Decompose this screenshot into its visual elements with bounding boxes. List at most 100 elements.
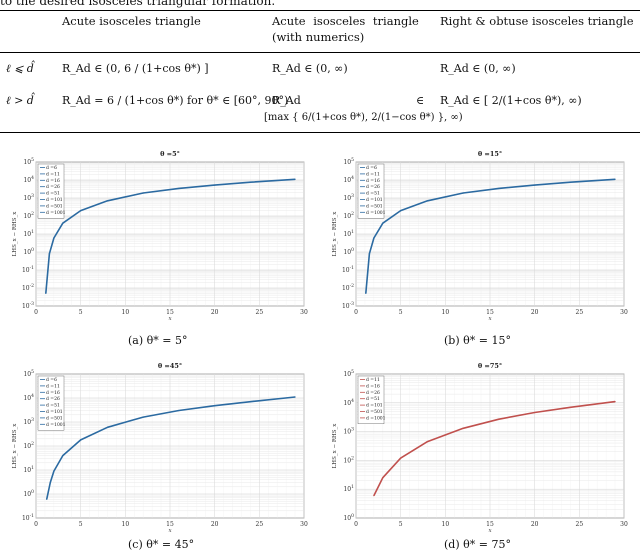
y-tick-label: 101 [23, 229, 34, 238]
y-tick-label: 103 [343, 427, 354, 436]
row2-condition: ℓ > d̂ [6, 94, 34, 107]
x-tick-label: 5 [399, 309, 403, 316]
x-tick-label: 15 [486, 309, 494, 316]
legend-entry: d =16 [46, 390, 60, 396]
y-axis-label: LHS_x − RHS_x [332, 423, 338, 469]
x-tick-label: 20 [211, 521, 219, 528]
legend-entry: d =26 [46, 396, 60, 402]
data-point [48, 253, 51, 255]
row1-col2: R_Ad ∈ (0, ∞) [272, 62, 348, 75]
x-tick-label: 30 [620, 309, 628, 316]
x-axis-label: x [488, 316, 492, 321]
row1-col1: R_Ad ∈ (0, 6 / (1+cos θ*) ] [62, 62, 209, 75]
y-axis-label: LHS_x − RHS_x [12, 423, 18, 469]
legend-entry: d =51 [46, 191, 60, 197]
data-point [80, 439, 82, 441]
y-tick-label: 10-1 [342, 265, 354, 274]
data-point [53, 237, 55, 239]
legend-entry: d =101 [46, 197, 63, 203]
x-tick-label: 15 [166, 309, 174, 316]
data-point [462, 192, 464, 194]
y-tick-label: 105 [23, 157, 34, 166]
table-bottom-rule [0, 132, 640, 133]
data-point [53, 470, 55, 472]
y-axis-label: LHS_x − RHS_x [332, 211, 338, 257]
legend-entry: d =101 [366, 197, 383, 203]
figure-a-caption: (a) θ* = 5° [128, 334, 188, 347]
data-point [249, 401, 251, 403]
y-tick-label: 105 [343, 157, 354, 166]
legend-entry: d =51 [366, 191, 380, 197]
legend-entry: d =51 [366, 396, 380, 402]
legend-entry: d =26 [46, 184, 60, 190]
y-tick-label: 101 [343, 229, 354, 238]
x-axis-label: x [488, 528, 492, 533]
legend-entry: d =11 [46, 383, 60, 389]
figure-b-plot: θ =15° 10-3 10-2 10-1 100 101 102 103 104 105 0 5 10… [332, 150, 628, 321]
x-tick-label: 30 [300, 309, 308, 316]
y-tick-label: 102 [343, 211, 354, 220]
data-point [426, 440, 429, 443]
row1-condition: ℓ ⩽ d̂ [6, 62, 34, 75]
legend-entry: d =26 [366, 390, 380, 396]
y-tick-label: 101 [23, 465, 34, 474]
figure-d-plot: θ =75° 100 101 102 103 104 105 0 5 10 15 20 25 30 x LHS… [332, 362, 628, 533]
legend-entry: d =6 [46, 377, 57, 383]
figure-c-plot: θ =45° 10-1 100 101 102 103 104 105 0 5 10 15 20 25 30… [12, 362, 308, 533]
table-header-col2: Acute isosceles triangle [272, 14, 419, 28]
x-tick-label: 5 [79, 309, 83, 316]
x-tick-label: 0 [354, 309, 358, 316]
chart-title: θ =45° [158, 362, 182, 370]
legend-entry: d =1001 [366, 210, 386, 216]
figure-d-caption: (d) θ* = 75° [444, 538, 511, 551]
data-point [400, 209, 402, 212]
y-tick-label: 102 [23, 441, 34, 450]
x-tick-label: 20 [531, 309, 539, 316]
legend-box [357, 375, 385, 424]
data-point [294, 178, 296, 180]
y-tick-label: 10-2 [22, 283, 34, 292]
y-tick-label: 10-1 [22, 513, 34, 522]
data-point [178, 187, 180, 190]
row2-col3: R_Ad ∈ [ 2/(1+cos θ*), ∞) [440, 94, 582, 107]
legend-entry: d =1001 [46, 210, 66, 216]
y-tick-label: 102 [343, 455, 354, 464]
y-tick-label: 103 [23, 193, 34, 202]
data-point [534, 411, 536, 414]
data-point [373, 237, 375, 239]
table-header-col2-sub: (with numerics) [272, 30, 365, 44]
data-point [569, 181, 571, 183]
y-tick-label: 104 [23, 393, 34, 402]
legend-box [37, 163, 65, 219]
legend-entry: d =16 [366, 383, 380, 389]
legend-entry: d =26 [366, 184, 380, 190]
x-tick-label: 5 [79, 521, 83, 528]
y-tick-label: 105 [23, 369, 34, 378]
table-header-col3: Right & obtuse isosceles triangle [440, 14, 634, 28]
legend-entry: d =501 [46, 203, 63, 209]
y-axis-label: LHS_x − RHS_x [12, 211, 18, 257]
x-tick-label: 25 [256, 309, 264, 316]
x-tick-label: 20 [531, 521, 539, 528]
data-point [614, 401, 616, 403]
x-tick-label: 25 [576, 521, 584, 528]
x-axis-label: x [168, 528, 172, 533]
data-point [62, 454, 64, 457]
y-tick-label: 10-3 [22, 301, 34, 310]
row2-col2-c: [max { 6/(1+cos θ*), 2/(1−cos θ*) }, ∞) [264, 112, 463, 123]
y-tick-label: 103 [343, 193, 354, 202]
data-point [534, 184, 536, 186]
legend-entry: d =6 [46, 165, 57, 171]
y-tick-label: 104 [23, 175, 34, 184]
x-tick-label: 10 [122, 309, 130, 316]
data-point [80, 209, 82, 212]
data-point [382, 222, 384, 224]
legend-entry: d =6 [366, 165, 377, 171]
data-point [294, 396, 296, 398]
data-point [49, 481, 51, 484]
legend-box [357, 163, 385, 219]
data-point [142, 192, 144, 194]
